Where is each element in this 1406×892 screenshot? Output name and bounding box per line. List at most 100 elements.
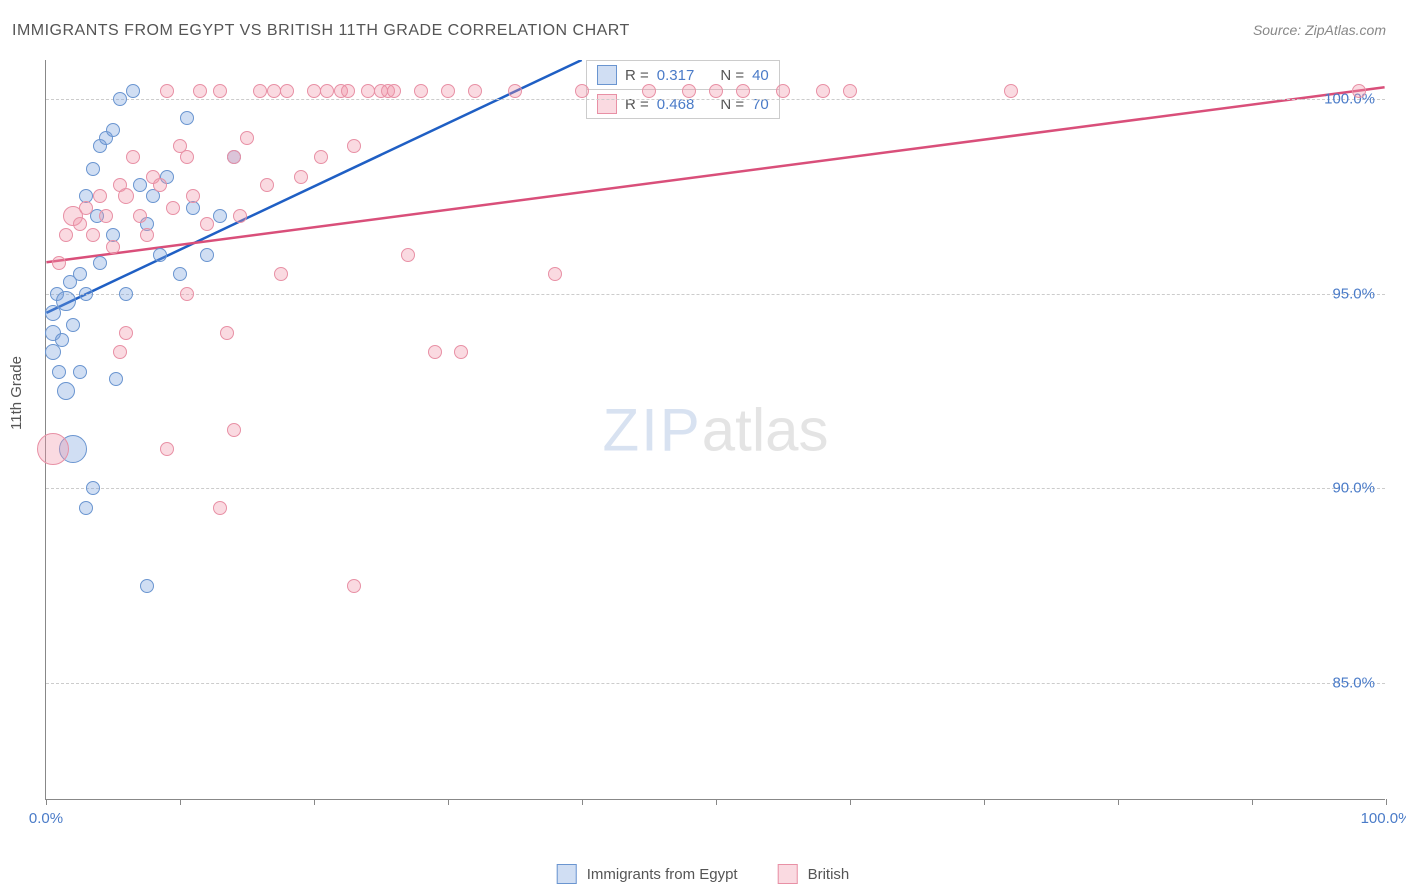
data-point: [133, 209, 147, 223]
xtick: [1252, 799, 1253, 805]
trend-lines: [46, 60, 1385, 799]
data-point: [133, 178, 147, 192]
data-point: [73, 365, 87, 379]
data-point: [37, 433, 69, 465]
data-point: [86, 162, 100, 176]
data-point: [57, 382, 75, 400]
data-point: [106, 240, 120, 254]
plot-area: ZIPatlas R = 0.317 N = 40 R = 0.468 N = …: [45, 60, 1385, 800]
gridline: [46, 294, 1385, 295]
data-point: [119, 326, 133, 340]
legend-label-british: British: [808, 866, 850, 883]
data-point: [642, 84, 656, 98]
data-point: [153, 178, 167, 192]
data-point: [193, 84, 207, 98]
data-point: [93, 189, 107, 203]
data-point: [56, 291, 76, 311]
data-point: [140, 228, 154, 242]
data-point: [401, 248, 415, 262]
xtick: [1118, 799, 1119, 805]
data-point: [776, 84, 790, 98]
ytick-label: 100.0%: [1324, 90, 1375, 107]
data-point: [55, 333, 69, 347]
data-point: [213, 501, 227, 515]
xtick: [314, 799, 315, 805]
data-point: [816, 84, 830, 98]
data-point: [59, 228, 73, 242]
data-point: [227, 423, 241, 437]
data-point: [428, 345, 442, 359]
data-point: [113, 345, 127, 359]
data-point: [79, 501, 93, 515]
data-point: [200, 248, 214, 262]
data-point: [347, 139, 361, 153]
data-point: [307, 84, 321, 98]
xtick: [850, 799, 851, 805]
r-value: 0.317: [657, 67, 695, 84]
data-point: [79, 201, 93, 215]
data-point: [280, 84, 294, 98]
data-point: [126, 150, 140, 164]
gridline: [46, 99, 1385, 100]
data-point: [736, 84, 750, 98]
ytick-label: 85.0%: [1332, 675, 1375, 692]
data-point: [52, 365, 66, 379]
xtick: [46, 799, 47, 805]
data-point: [682, 84, 696, 98]
data-point: [508, 84, 522, 98]
data-point: [843, 84, 857, 98]
data-point: [119, 287, 133, 301]
data-point: [227, 150, 241, 164]
data-point: [267, 84, 281, 98]
swatch-british: [778, 864, 798, 884]
data-point: [274, 267, 288, 281]
xtick-label: 100.0%: [1361, 810, 1406, 827]
data-point: [468, 84, 482, 98]
data-point: [387, 84, 401, 98]
y-axis-label: 11th Grade: [8, 356, 25, 430]
watermark-zip: ZIP: [602, 396, 701, 463]
data-point: [548, 267, 562, 281]
xtick: [582, 799, 583, 805]
data-point: [347, 579, 361, 593]
data-point: [79, 287, 93, 301]
data-point: [73, 267, 87, 281]
data-point: [166, 201, 180, 215]
data-point: [186, 189, 200, 203]
n-value: 40: [752, 67, 769, 84]
data-point: [66, 318, 80, 332]
data-point: [173, 267, 187, 281]
data-point: [113, 92, 127, 106]
data-point: [109, 372, 123, 386]
data-point: [99, 209, 113, 223]
data-point: [240, 131, 254, 145]
watermark: ZIPatlas: [602, 395, 828, 464]
r-label: R =: [625, 67, 649, 84]
gridline: [46, 683, 1385, 684]
data-point: [213, 84, 227, 98]
data-point: [86, 228, 100, 242]
data-point: [180, 150, 194, 164]
data-point: [118, 188, 134, 204]
xtick: [984, 799, 985, 805]
data-point: [361, 84, 375, 98]
data-point: [441, 84, 455, 98]
chart-title: IMMIGRANTS FROM EGYPT VS BRITISH 11TH GR…: [12, 22, 630, 40]
data-point: [153, 248, 167, 262]
data-point: [52, 256, 66, 270]
swatch-icon: [597, 94, 617, 114]
ytick-label: 90.0%: [1332, 480, 1375, 497]
xtick-label: 0.0%: [29, 810, 63, 827]
data-point: [314, 150, 328, 164]
data-point: [180, 111, 194, 125]
data-point: [341, 84, 355, 98]
legend-label-egypt: Immigrants from Egypt: [587, 866, 738, 883]
swatch-icon: [597, 65, 617, 85]
data-point: [454, 345, 468, 359]
data-point: [126, 84, 140, 98]
data-point: [709, 84, 723, 98]
xtick: [180, 799, 181, 805]
data-point: [200, 217, 214, 231]
data-point: [1004, 84, 1018, 98]
data-point: [575, 84, 589, 98]
